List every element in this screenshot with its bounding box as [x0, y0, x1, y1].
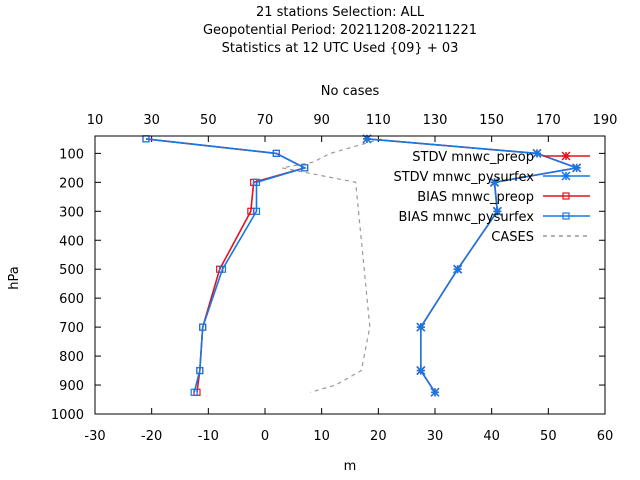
y-axis-label: hPa — [7, 266, 22, 289]
x-tick-label-1: -20 — [141, 429, 162, 444]
series-1-point-2 — [572, 163, 582, 173]
series-3-point-3 — [252, 178, 261, 186]
series-1-point-5 — [453, 264, 463, 274]
y-tick-label-2: 300 — [59, 205, 84, 220]
title-line-3: Statistics at 12 UTC Used {09} + 03 — [222, 41, 459, 56]
x-tick-label-3: 0 — [261, 429, 269, 444]
x-tick-label-0: -30 — [84, 429, 105, 444]
legend-marker-1 — [561, 171, 571, 181]
x2-tick-label-3: 70 — [257, 113, 274, 128]
series-1-point-1 — [532, 148, 542, 158]
x-tick-label-4: 10 — [313, 429, 330, 444]
legend: STDV mnwc_preop STDV mnwc_pysurfex BIAS mn… — [393, 150, 590, 245]
x2-tick-label-0: 10 — [87, 113, 104, 128]
series-1-point-7-d2 — [416, 366, 426, 376]
legend-label-3: BIAS mnwc_pysurfex — [398, 210, 534, 225]
y-tick-label-4: 500 — [59, 263, 84, 278]
series-1-point-6-d2 — [416, 322, 426, 332]
x2-tick-label-5: 110 — [366, 113, 391, 128]
x-tick-label-8: 50 — [540, 429, 557, 444]
legend-marker-0 — [561, 151, 571, 161]
series-3-point-6 — [199, 323, 207, 331]
series-line-3 — [145, 138, 307, 393]
x2-axis-label: No cases — [321, 84, 380, 99]
x-tick-label-9: 60 — [597, 429, 614, 444]
x-axis-label: m — [344, 459, 357, 474]
series-3-point-1 — [272, 149, 280, 157]
plot-area — [142, 134, 582, 397]
y-tick-label-5: 600 — [59, 292, 84, 307]
series-1-point-6 — [416, 322, 426, 332]
series-line-4 — [281, 138, 382, 393]
series-1-point-8 — [430, 387, 440, 397]
x2-tick-label-9: 190 — [593, 113, 618, 128]
series-1-point-5-d2 — [453, 264, 463, 274]
series-3-point-7 — [196, 366, 204, 375]
y-tick-label-9: 1000 — [51, 408, 84, 423]
legend-label-4: CASES — [491, 230, 534, 245]
series-1-point-3 — [489, 177, 500, 187]
y-tick-label-0: 100 — [59, 147, 84, 162]
legend-marker-1-d2 — [561, 171, 571, 181]
legend-marker-2 — [562, 192, 570, 200]
x-tick-label-6: 30 — [427, 429, 444, 444]
y-tick-label-6: 700 — [59, 321, 84, 336]
x2-tick-label-7: 150 — [479, 113, 504, 128]
legend-label-0: STDV mnwc_preop — [412, 150, 534, 165]
x2-tick-label-1: 30 — [143, 113, 160, 128]
title-line-1: 21 stations Selection: ALL — [256, 5, 425, 20]
series-3-point-2 — [301, 164, 309, 172]
series-1-point-4 — [492, 206, 502, 216]
series-3-point-4 — [252, 207, 261, 215]
x2-tick-label-4: 90 — [313, 113, 330, 128]
x-tick-label-2: -10 — [198, 429, 219, 444]
x2-tick-label-2: 50 — [200, 113, 217, 128]
legend-marker-3 — [562, 212, 570, 220]
series-1-point-7 — [416, 366, 426, 376]
y-tick-label-8: 900 — [59, 379, 84, 394]
x-tick-label-7: 40 — [483, 429, 500, 444]
y-tick-label-1: 200 — [59, 176, 84, 191]
series-1-point-2-d2 — [572, 163, 582, 173]
series-1-point-1-d2 — [532, 148, 542, 158]
series-3-point-8 — [190, 388, 198, 396]
series-1-point-3-d2 — [489, 177, 500, 187]
y-tick-label-7: 800 — [59, 350, 84, 365]
chart-title: 21 stations Selection: ALL Geopotential … — [203, 5, 477, 56]
x2-tick-label-6: 130 — [423, 113, 448, 128]
y-tick-label-3: 400 — [59, 234, 84, 249]
legend-marker-0-d2 — [561, 151, 571, 161]
title-line-2: Geopotential Period: 20211208-20211221 — [203, 23, 477, 38]
x-tick-label-5: 20 — [370, 429, 387, 444]
x2-tick-label-8: 170 — [536, 113, 561, 128]
axis-ticks: -30 -20 -10 0 10 20 30 40 50 60 10 30 50 70 90 110 130 15… — [51, 113, 618, 444]
series-3-point-5 — [218, 265, 227, 273]
legend-label-2: BIAS mnwc_preop — [417, 190, 534, 205]
series-1-point-8-d2 — [430, 387, 440, 397]
legend-label-1: STDV mnwc_pysurfex — [393, 170, 534, 185]
series-1-point-4-d2 — [492, 206, 502, 216]
plot-frame — [94, 135, 606, 415]
